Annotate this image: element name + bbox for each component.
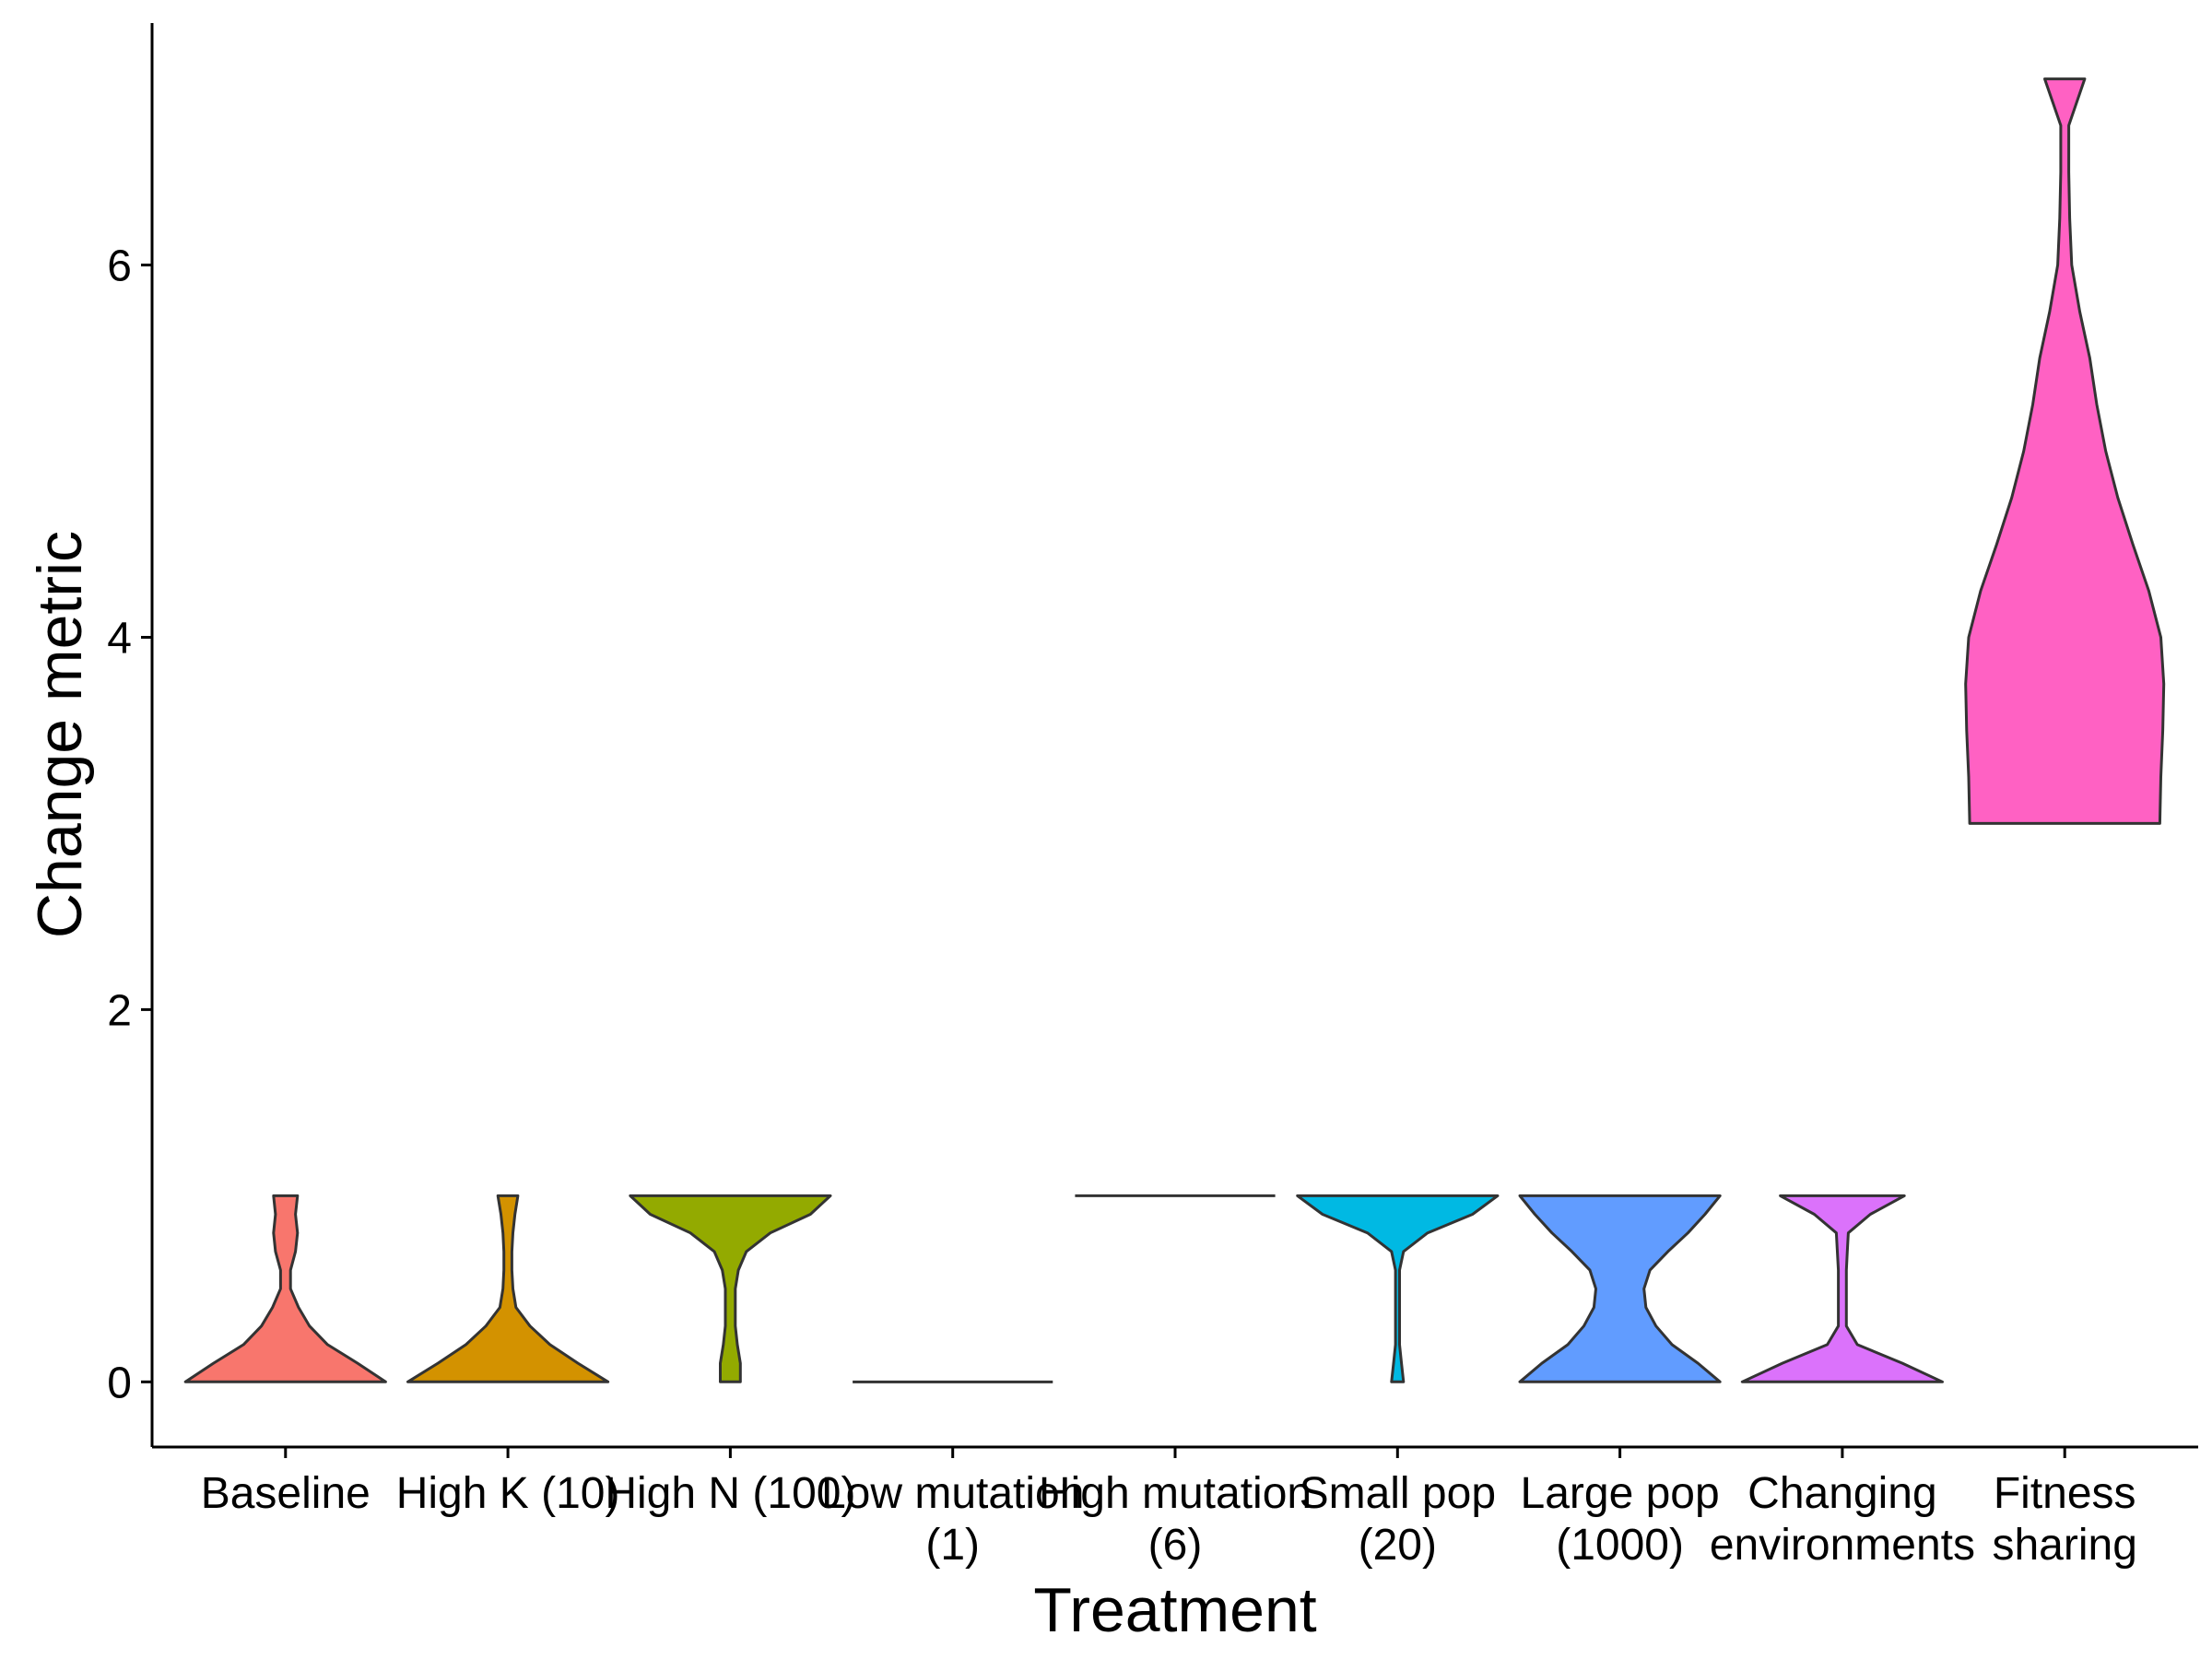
violin-group [183,77,2166,1383]
violin-large-pop-1000 [1518,1194,1722,1383]
y-tick-label: 2 [107,986,132,1035]
x-tick-label-baseline: Baseline [201,1469,371,1518]
violin-small-pop-20 [1296,1194,1500,1383]
violin-fitness-sharing [1964,77,2166,825]
y-ticks: 0 2 4 6 [107,242,152,1407]
x-tick-label-large-pop-1000: Large pop (1000) [1521,1469,1720,1570]
x-ticks: Baseline High K (10)High N (100)Low mutat… [201,1447,2137,1570]
y-axis-title: Change metric [25,531,95,938]
violin-high-n-100 [629,1194,832,1383]
x-tick-label-high-mutation-6: High mutation (6) [1039,1469,1312,1570]
x-tick-label-high-n-100: High N (100) [605,1469,855,1518]
y-tick-label: 6 [107,242,132,291]
violin-baseline [183,1194,387,1383]
x-tick-label-fitness-sharing: Fitness sharing [1992,1469,2136,1570]
x-tick-label-small-pop-20: Small pop (20) [1300,1469,1496,1570]
violin-high-k-10 [406,1194,610,1383]
y-tick-label: 0 [107,1359,132,1407]
x-tick-label-changing-environments: Changing environments [1710,1469,1975,1570]
x-tick-label-low-mutation-1: Low mutation (1) [821,1469,1085,1570]
violin-changing-environments [1740,1194,1944,1383]
y-tick-label: 4 [107,614,132,663]
x-tick-label-high-k-10: High K (10) [396,1469,620,1518]
x-axis-title: Treatment [1033,1575,1316,1645]
